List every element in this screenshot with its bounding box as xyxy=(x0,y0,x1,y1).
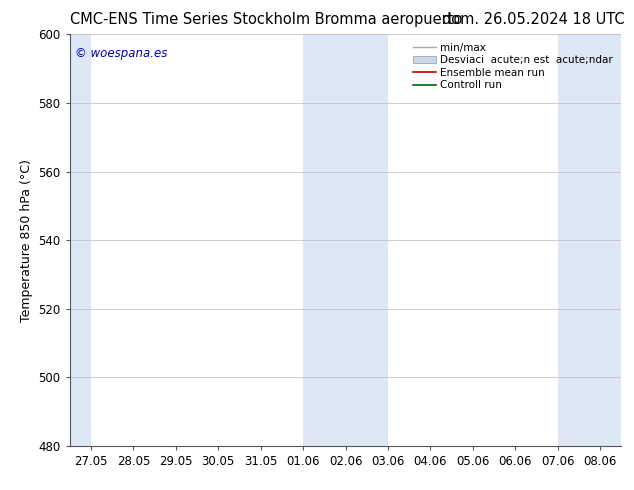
Text: dom. 26.05.2024 18 UTC: dom. 26.05.2024 18 UTC xyxy=(442,12,624,27)
Bar xyxy=(558,34,621,446)
Legend: min/max, Desviaci  acute;n est  acute;ndar, Ensemble mean run, Controll run: min/max, Desviaci acute;n est acute;ndar… xyxy=(410,40,616,94)
Text: CMC-ENS Time Series Stockholm Bromma aeropuerto: CMC-ENS Time Series Stockholm Bromma aer… xyxy=(70,12,462,27)
Bar xyxy=(303,34,388,446)
Bar xyxy=(70,34,91,446)
Y-axis label: Temperature 850 hPa (°C): Temperature 850 hPa (°C) xyxy=(20,159,33,321)
Text: © woespana.es: © woespana.es xyxy=(75,47,167,60)
